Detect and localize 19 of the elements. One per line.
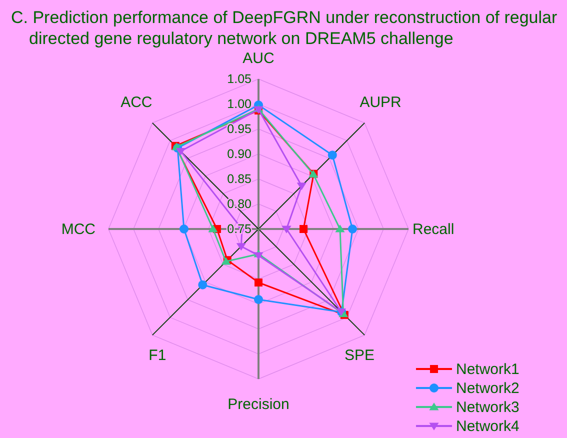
spoke-label: Recall: [412, 221, 454, 238]
y-tick-label: 1.05: [227, 72, 252, 86]
spoke-label: AUPR: [360, 94, 402, 111]
legend-label: Network2: [456, 380, 520, 397]
spoke-label: AUC: [242, 50, 274, 67]
spoke-label: SPE: [344, 347, 375, 364]
y-tick-label: 0.90: [227, 147, 252, 161]
legend-label: Network4: [456, 418, 520, 435]
spoke-label: ACC: [120, 94, 152, 111]
y-tick-label: 0.75: [227, 222, 252, 236]
y-tick-label: 0.85: [227, 172, 252, 186]
spoke-label: Precision: [228, 396, 290, 413]
spoke-label: F1: [148, 347, 166, 364]
legend-label: Network3: [456, 399, 520, 416]
y-tick-label: 1.00: [227, 97, 252, 111]
chart-title: C. Prediction performance of DeepFGRN under reconstruction of regular directed gene regulatory network on DREAM5 challenge: [11, 8, 558, 48]
spoke-label: MCC: [61, 221, 96, 238]
legend-label: Network1: [456, 361, 520, 378]
y-tick-label: 0.95: [227, 122, 252, 136]
